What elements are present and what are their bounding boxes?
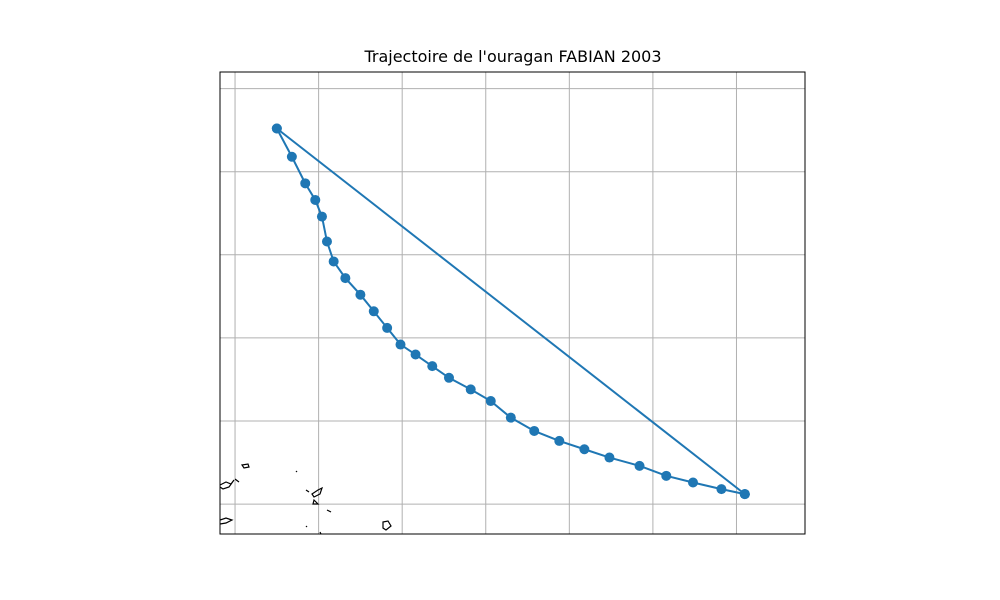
track-point bbox=[634, 460, 645, 471]
track-point bbox=[395, 339, 406, 350]
track-point bbox=[604, 452, 615, 463]
track-point bbox=[410, 349, 421, 360]
track-point bbox=[579, 444, 590, 455]
track-point bbox=[554, 435, 565, 446]
track-point bbox=[300, 178, 311, 189]
track-point bbox=[739, 489, 750, 500]
track-point bbox=[688, 477, 699, 488]
series-layer bbox=[271, 123, 750, 500]
coastline-segment bbox=[326, 509, 332, 513]
plot-frame bbox=[219, 71, 806, 535]
coastline-segment bbox=[311, 486, 324, 498]
track-point bbox=[716, 484, 727, 495]
coastline-segment bbox=[220, 479, 235, 490]
track-point bbox=[355, 289, 366, 300]
track-point bbox=[310, 194, 321, 205]
track-point bbox=[465, 384, 476, 395]
track-point bbox=[427, 361, 438, 372]
coastline-segment bbox=[234, 478, 240, 483]
coastline-segment bbox=[382, 520, 392, 531]
track-point bbox=[316, 211, 327, 222]
track-point bbox=[321, 236, 332, 247]
chart-title: Trajectoire de l'ouragan FABIAN 2003 bbox=[364, 47, 662, 66]
track-point bbox=[661, 470, 672, 481]
track-point bbox=[368, 306, 379, 317]
grid bbox=[220, 72, 805, 534]
coastline-segment bbox=[220, 517, 234, 525]
coastline-segment bbox=[295, 470, 298, 473]
coastline-segment bbox=[240, 463, 250, 469]
coastline bbox=[220, 463, 392, 534]
track-point bbox=[443, 372, 454, 383]
track-point bbox=[505, 412, 516, 423]
track-point bbox=[271, 123, 282, 134]
coastline-segment bbox=[312, 498, 320, 505]
track-point bbox=[529, 425, 540, 436]
track-point bbox=[382, 322, 393, 333]
track-point bbox=[340, 273, 351, 284]
coastline-segment bbox=[305, 489, 310, 493]
track-point bbox=[328, 256, 339, 267]
coastline-segment bbox=[305, 525, 308, 528]
track-point bbox=[286, 151, 297, 162]
track-line-1 bbox=[276, 127, 746, 495]
track-point bbox=[485, 396, 496, 407]
